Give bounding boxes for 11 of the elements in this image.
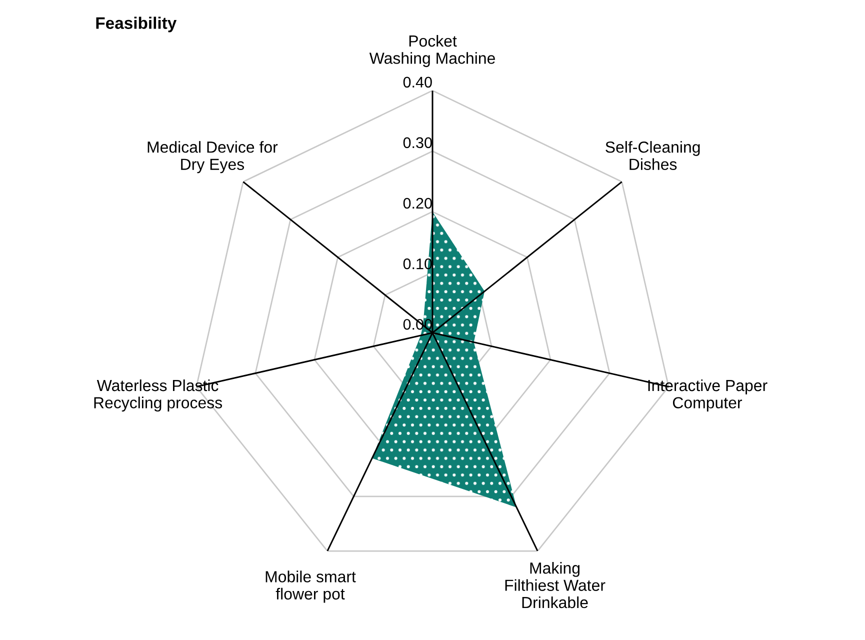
y-tick-label: 0.40 bbox=[403, 76, 432, 88]
y-tick-label: 0.30 bbox=[403, 137, 432, 148]
spoke-label: Making Filthiest Water Drinkable bbox=[505, 562, 606, 608]
chart-title: Feasibility bbox=[96, 16, 177, 32]
y-tick-label: 0.20 bbox=[403, 198, 432, 209]
spoke-label: Interactive Paper Computer bbox=[648, 379, 768, 412]
spoke-label: Mobile smart flower pot bbox=[266, 570, 356, 603]
spoke-label: Waterless Plastic Recycling process bbox=[94, 379, 222, 412]
spoke-label: Pocket Washing Machine bbox=[369, 34, 495, 68]
spoke-label: Medical Device for Dry Eyes bbox=[148, 141, 278, 174]
spoke-label: Self-Cleaning Dishes bbox=[606, 141, 700, 170]
